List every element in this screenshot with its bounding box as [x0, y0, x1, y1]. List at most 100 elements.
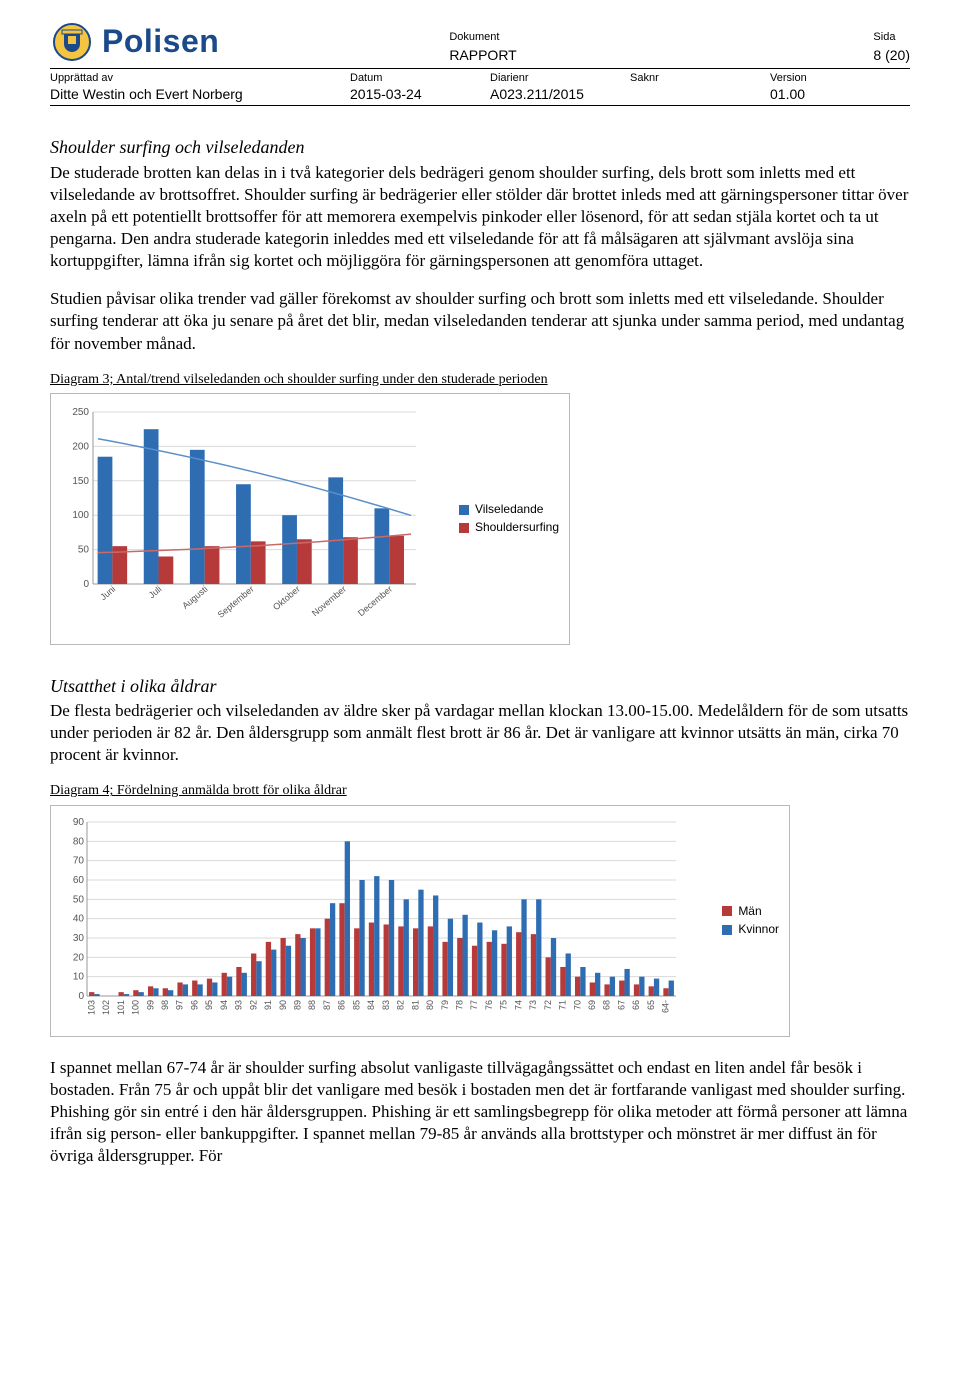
dokument-value: RAPPORT	[449, 46, 516, 64]
svg-text:75: 75	[499, 1000, 509, 1010]
diagram3-legend: Vilseledande Shouldersurfing	[459, 499, 559, 539]
svg-text:81: 81	[410, 1000, 420, 1010]
svg-text:Juli: Juli	[147, 584, 164, 600]
svg-text:150: 150	[72, 476, 89, 487]
diarienr-field: Diarienr A023.211/2015	[490, 71, 590, 103]
logo-text: Polisen	[102, 21, 219, 63]
svg-text:December: December	[356, 584, 394, 618]
legend-item: Shouldersurfing	[459, 520, 559, 536]
svg-text:50: 50	[78, 544, 90, 555]
svg-text:69: 69	[587, 1000, 597, 1010]
divider	[50, 68, 910, 69]
diagram4-chart: 0102030405060708090103102101100999897969…	[50, 805, 790, 1037]
diarienr-value: A023.211/2015	[490, 85, 590, 103]
svg-text:60: 60	[73, 875, 85, 886]
svg-text:67: 67	[616, 1000, 626, 1010]
legend-swatch	[459, 505, 469, 515]
svg-text:Augusti: Augusti	[180, 584, 209, 611]
svg-text:100: 100	[72, 510, 89, 521]
svg-text:78: 78	[454, 1000, 464, 1010]
saknr-label: Saknr	[630, 71, 730, 85]
svg-text:September: September	[216, 584, 256, 620]
svg-text:73: 73	[528, 1000, 538, 1010]
paragraph: Studien påvisar olika trender vad gäller…	[50, 288, 910, 354]
datum-label: Datum	[350, 71, 450, 85]
section-final: I spannet mellan 67-74 år är shoulder su…	[50, 1057, 910, 1167]
legend-label: Shouldersurfing	[475, 520, 559, 536]
legend-item: Vilseledande	[459, 502, 559, 518]
sida-label: Sida	[873, 30, 910, 44]
crest-icon	[50, 20, 94, 64]
svg-text:200: 200	[72, 441, 89, 452]
heading-utsatthet: Utsatthet i olika åldrar	[50, 675, 910, 698]
svg-text:71: 71	[558, 1000, 568, 1010]
svg-text:88: 88	[307, 1000, 317, 1010]
diagram3-caption: Diagram 3; Antal/trend vilseledanden och…	[50, 371, 910, 389]
svg-text:98: 98	[160, 1000, 170, 1010]
diagram4-svg: 0102030405060708090103102101100999897969…	[61, 816, 702, 1026]
svg-text:99: 99	[145, 1000, 155, 1010]
legend-swatch	[459, 523, 469, 533]
upprattad-field: Upprättad av Ditte Westin och Evert Norb…	[50, 71, 310, 103]
svg-text:91: 91	[263, 1000, 273, 1010]
svg-text:50: 50	[73, 894, 85, 905]
diagram4-caption: Diagram 4; Fördelning anmälda brott för …	[50, 782, 910, 800]
svg-text:70: 70	[73, 855, 85, 866]
svg-text:83: 83	[381, 1000, 391, 1010]
datum-field: Datum 2015-03-24	[350, 71, 450, 103]
svg-text:95: 95	[204, 1000, 214, 1010]
logo: Polisen	[50, 20, 219, 64]
svg-text:68: 68	[602, 1000, 612, 1010]
version-field: Version 01.00	[770, 71, 870, 103]
svg-text:93: 93	[234, 1000, 244, 1010]
legend-item: Män	[722, 904, 779, 920]
saknr-field: Saknr	[630, 71, 730, 103]
svg-text:92: 92	[248, 1000, 258, 1010]
svg-text:76: 76	[484, 1000, 494, 1010]
diagram4-legend: Män Kvinnor	[722, 901, 779, 941]
diagram3-chart: 050100150200250JuniJuliAugustiSeptemberO…	[50, 393, 570, 645]
datum-value: 2015-03-24	[350, 85, 450, 103]
legend-item: Kvinnor	[722, 922, 779, 938]
svg-text:89: 89	[293, 1000, 303, 1010]
svg-text:85: 85	[351, 1000, 361, 1010]
svg-text:82: 82	[396, 1000, 406, 1010]
svg-text:96: 96	[189, 1000, 199, 1010]
svg-text:66: 66	[631, 1000, 641, 1010]
svg-text:77: 77	[469, 1000, 479, 1010]
legend-label: Kvinnor	[738, 922, 779, 938]
version-value: 01.00	[770, 85, 870, 103]
svg-text:0: 0	[78, 991, 84, 1002]
diarienr-label: Diarienr	[490, 71, 590, 85]
svg-text:72: 72	[543, 1000, 553, 1010]
dokument-label: Dokument	[449, 30, 516, 44]
svg-text:0: 0	[83, 579, 89, 590]
version-label: Version	[770, 71, 870, 85]
page-header: Polisen Dokument RAPPORT Sida 8 (20)	[50, 20, 910, 64]
svg-text:90: 90	[73, 817, 85, 828]
svg-text:250: 250	[72, 407, 89, 418]
paragraph: De flesta bedrägerier och vilseledanden …	[50, 700, 910, 766]
paragraph: I spannet mellan 67-74 år är shoulder su…	[50, 1057, 910, 1167]
section-shoulder-surfing: Shoulder surfing och vilseledanden De st…	[50, 136, 910, 354]
upprattad-label: Upprättad av	[50, 71, 310, 85]
svg-text:87: 87	[322, 1000, 332, 1010]
legend-swatch	[722, 925, 732, 935]
svg-text:84: 84	[366, 1000, 376, 1010]
svg-text:97: 97	[175, 1000, 185, 1010]
svg-text:65: 65	[646, 1000, 656, 1010]
section-utsatthet: Utsatthet i olika åldrar De flesta bedrä…	[50, 675, 910, 767]
dokument-field: Dokument RAPPORT	[449, 30, 516, 64]
svg-text:102: 102	[101, 1000, 111, 1015]
sida-value: 8 (20)	[873, 46, 910, 64]
svg-text:90: 90	[278, 1000, 288, 1010]
svg-text:November: November	[310, 584, 348, 618]
svg-text:100: 100	[131, 1000, 141, 1015]
svg-text:86: 86	[337, 1000, 347, 1010]
upprattad-value: Ditte Westin och Evert Norberg	[50, 85, 310, 103]
legend-label: Vilseledande	[475, 502, 544, 518]
diagram3-svg: 050100150200250JuniJuliAugustiSeptemberO…	[61, 404, 439, 634]
paragraph: De studerade brotten kan delas in i två …	[50, 162, 910, 272]
svg-text:30: 30	[73, 933, 85, 944]
svg-text:79: 79	[440, 1000, 450, 1010]
